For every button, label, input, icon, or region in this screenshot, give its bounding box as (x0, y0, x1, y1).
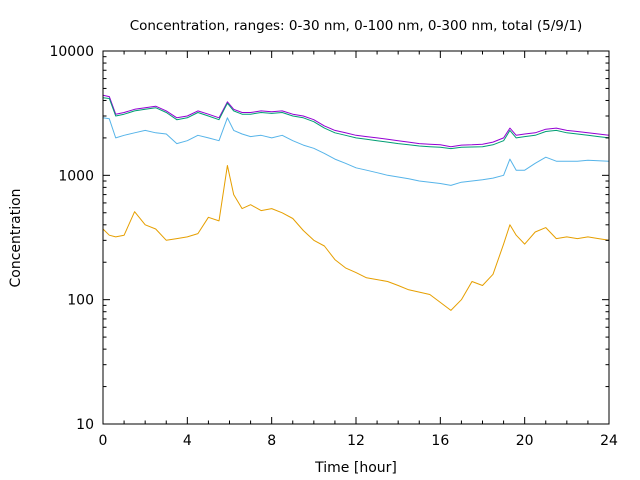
series-line-0-30-nm (102, 165, 610, 311)
y-axis-label: Concentration (8, 188, 24, 287)
ticks-layer: 0 4 8 12 16 20 24 10 100 1000 10000 (49, 44, 618, 449)
plot-frame (102, 50, 610, 425)
chart-title: Concentration, ranges: 0-30 nm, 0-100 nm… (130, 18, 583, 34)
x-tick-label: 20 (516, 433, 534, 449)
x-axis-label: Time [hour] (314, 460, 397, 476)
x-tick-label: 0 (99, 433, 108, 449)
x-tick-label: 16 (431, 433, 449, 449)
x-tick-label: 8 (267, 433, 276, 449)
x-tick-label: 12 (347, 433, 365, 449)
series-line-total (102, 94, 610, 148)
y-tick-label: 1000 (58, 168, 94, 184)
series-layer (102, 94, 610, 311)
series-line-0-100-nm (102, 117, 610, 186)
y-tick-label: 10 (76, 417, 94, 433)
x-tick-label: 4 (183, 433, 192, 449)
series-line-0-300-nm (102, 97, 610, 150)
x-tick-label: 24 (600, 433, 618, 449)
y-tick-label: 100 (67, 293, 94, 309)
y-tick-label: 10000 (49, 44, 94, 60)
